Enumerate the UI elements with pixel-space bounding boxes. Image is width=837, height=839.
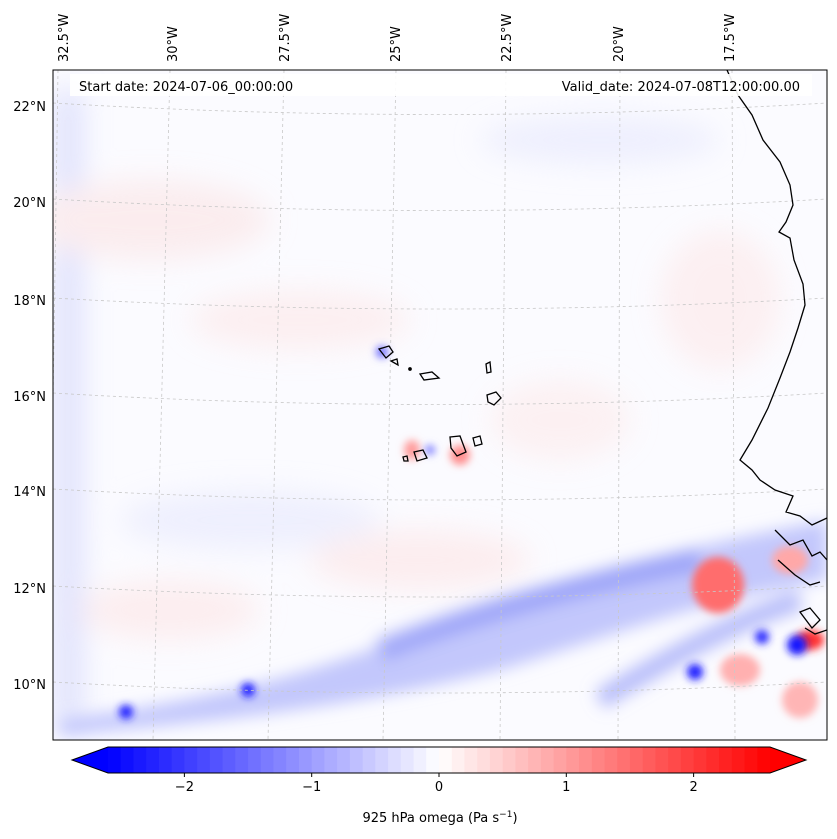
- colorbar-cell: [719, 747, 733, 773]
- colorbar-cell: [120, 747, 135, 773]
- colorbar-outline: [70, 746, 808, 774]
- colorbar-cell: [655, 747, 669, 773]
- date-label-box: [70, 74, 812, 96]
- lon-label: 32.5°W: [57, 14, 72, 62]
- lon-label: 25°W: [389, 26, 404, 62]
- colorbar-tick-label: −2: [175, 780, 194, 795]
- colorbar-cell: [540, 747, 555, 773]
- colorbar-cell: [146, 747, 160, 773]
- colorbar-cell: [235, 747, 249, 773]
- colorbar-cell: [502, 747, 516, 773]
- colorbar-cell: [515, 747, 529, 773]
- colorbar-cell: [668, 747, 682, 773]
- colorbar-cells: [108, 747, 771, 773]
- colorbar-cell: [311, 747, 326, 773]
- colorbar-cell: [158, 747, 173, 773]
- colorbar-cell: [375, 747, 389, 773]
- colorbar-cell: [706, 747, 720, 773]
- colorbar-cell: [388, 747, 402, 773]
- start-date-label: Start date: 2024-07-06_00:00:00: [79, 80, 293, 95]
- longitude-labels: 32.5°W 30°W 27.5°W 25°W 22.5°W 20°W 17.5…: [57, 14, 738, 62]
- valid-date-label: Valid_date: 2024-07-08T12:00:00.00: [562, 80, 800, 95]
- island-fogo: [413, 449, 428, 462]
- colorbar-cell: [222, 747, 236, 773]
- colorbar-cell: [349, 747, 364, 773]
- colorbar-cell: [184, 747, 198, 773]
- colorbar-tick-label: 0: [435, 780, 443, 795]
- lat-label: 20°N: [13, 196, 46, 211]
- latitude-labels: 22°N 20°N 18°N 16°N 14°N 12°N 10°N: [13, 100, 46, 693]
- colorbar-cell: [260, 747, 275, 773]
- colorbar-cell: [731, 747, 746, 773]
- colorbar-cell: [693, 747, 707, 773]
- island-sao-vicente: [389, 358, 399, 367]
- colorbar-cell: [273, 747, 287, 773]
- colorbar-cell: [604, 747, 618, 773]
- colorbar-cell: [757, 747, 771, 773]
- gridlines: [53, 70, 827, 740]
- colorbar-cell: [439, 747, 453, 773]
- colorbar-cell: [579, 747, 593, 773]
- coastlines: [377, 70, 827, 635]
- colorbar-cell: [566, 747, 580, 773]
- lat-label: 18°N: [13, 294, 46, 309]
- colorbar-cell: [591, 747, 606, 773]
- colorbar-cell: [489, 747, 504, 773]
- island-santiago: [449, 435, 467, 457]
- colorbar-cell: [553, 747, 567, 773]
- colorbar-cell: [286, 747, 300, 773]
- colorbar-cell: [248, 747, 262, 773]
- island-santo-antao: [377, 345, 394, 359]
- colorbar-cell: [451, 747, 466, 773]
- colorbar-cell: [680, 747, 695, 773]
- colorbar-tick-label: 2: [689, 780, 697, 795]
- colorbar-cell: [197, 747, 211, 773]
- lon-label: 27.5°W: [278, 14, 293, 62]
- colorbar-cell: [209, 747, 224, 773]
- island-maio: [472, 435, 483, 447]
- colorbar-cell: [642, 747, 657, 773]
- colorbar-cell: [629, 747, 644, 773]
- colorbar-extend-min: [72, 747, 108, 773]
- lat-label: 22°N: [13, 100, 46, 115]
- africa-coastline: [726, 70, 827, 526]
- colorbar: −2 −1 0 1 2 925 hPa omega (Pa s−1): [70, 746, 808, 826]
- lon-label: 17.5°W: [723, 14, 738, 62]
- colorbar-label: 925 hPa omega (Pa s−1): [362, 810, 517, 826]
- island-brava: [402, 455, 409, 462]
- colorbar-tick-label: −1: [302, 780, 321, 795]
- colorbar-extend-max: [770, 747, 806, 773]
- island-sao-nicolau: [418, 371, 441, 381]
- colorbar-cell: [298, 747, 313, 773]
- lat-label: 10°N: [13, 678, 46, 693]
- colorbar-cell: [400, 747, 415, 773]
- island-boa-vista: [486, 391, 502, 406]
- lat-label: 12°N: [13, 582, 46, 597]
- lat-label: 14°N: [13, 485, 46, 500]
- colorbar-cell: [528, 747, 542, 773]
- map-frame: [52, 69, 828, 741]
- island-sal: [485, 360, 492, 374]
- colorbar-cell: [477, 747, 491, 773]
- colorbar-cell: [108, 747, 122, 773]
- colorbar-cell: [171, 747, 185, 773]
- colorbar-cell: [744, 747, 758, 773]
- lat-label: 16°N: [13, 390, 46, 405]
- lon-label: 20°W: [612, 26, 627, 62]
- colorbar-tick-label: 1: [562, 780, 570, 795]
- colorbar-cell: [324, 747, 338, 773]
- colorbar-cell: [133, 747, 147, 773]
- colorbar-cell: [464, 747, 478, 773]
- colorbar-ticks: −2 −1 0 1 2: [175, 773, 698, 795]
- colorbar-cell: [426, 747, 440, 773]
- colorbar-cell: [337, 747, 351, 773]
- map-panel: Start date: 2024-07-06_00:00:00 Valid_da…: [52, 69, 828, 741]
- colorbar-cell: [362, 747, 376, 773]
- lon-label: 30°W: [166, 26, 181, 62]
- lon-label: 22.5°W: [500, 14, 515, 62]
- colorbar-cell: [413, 747, 427, 773]
- colorbar-cell: [617, 747, 631, 773]
- omega-field: [53, 90, 827, 735]
